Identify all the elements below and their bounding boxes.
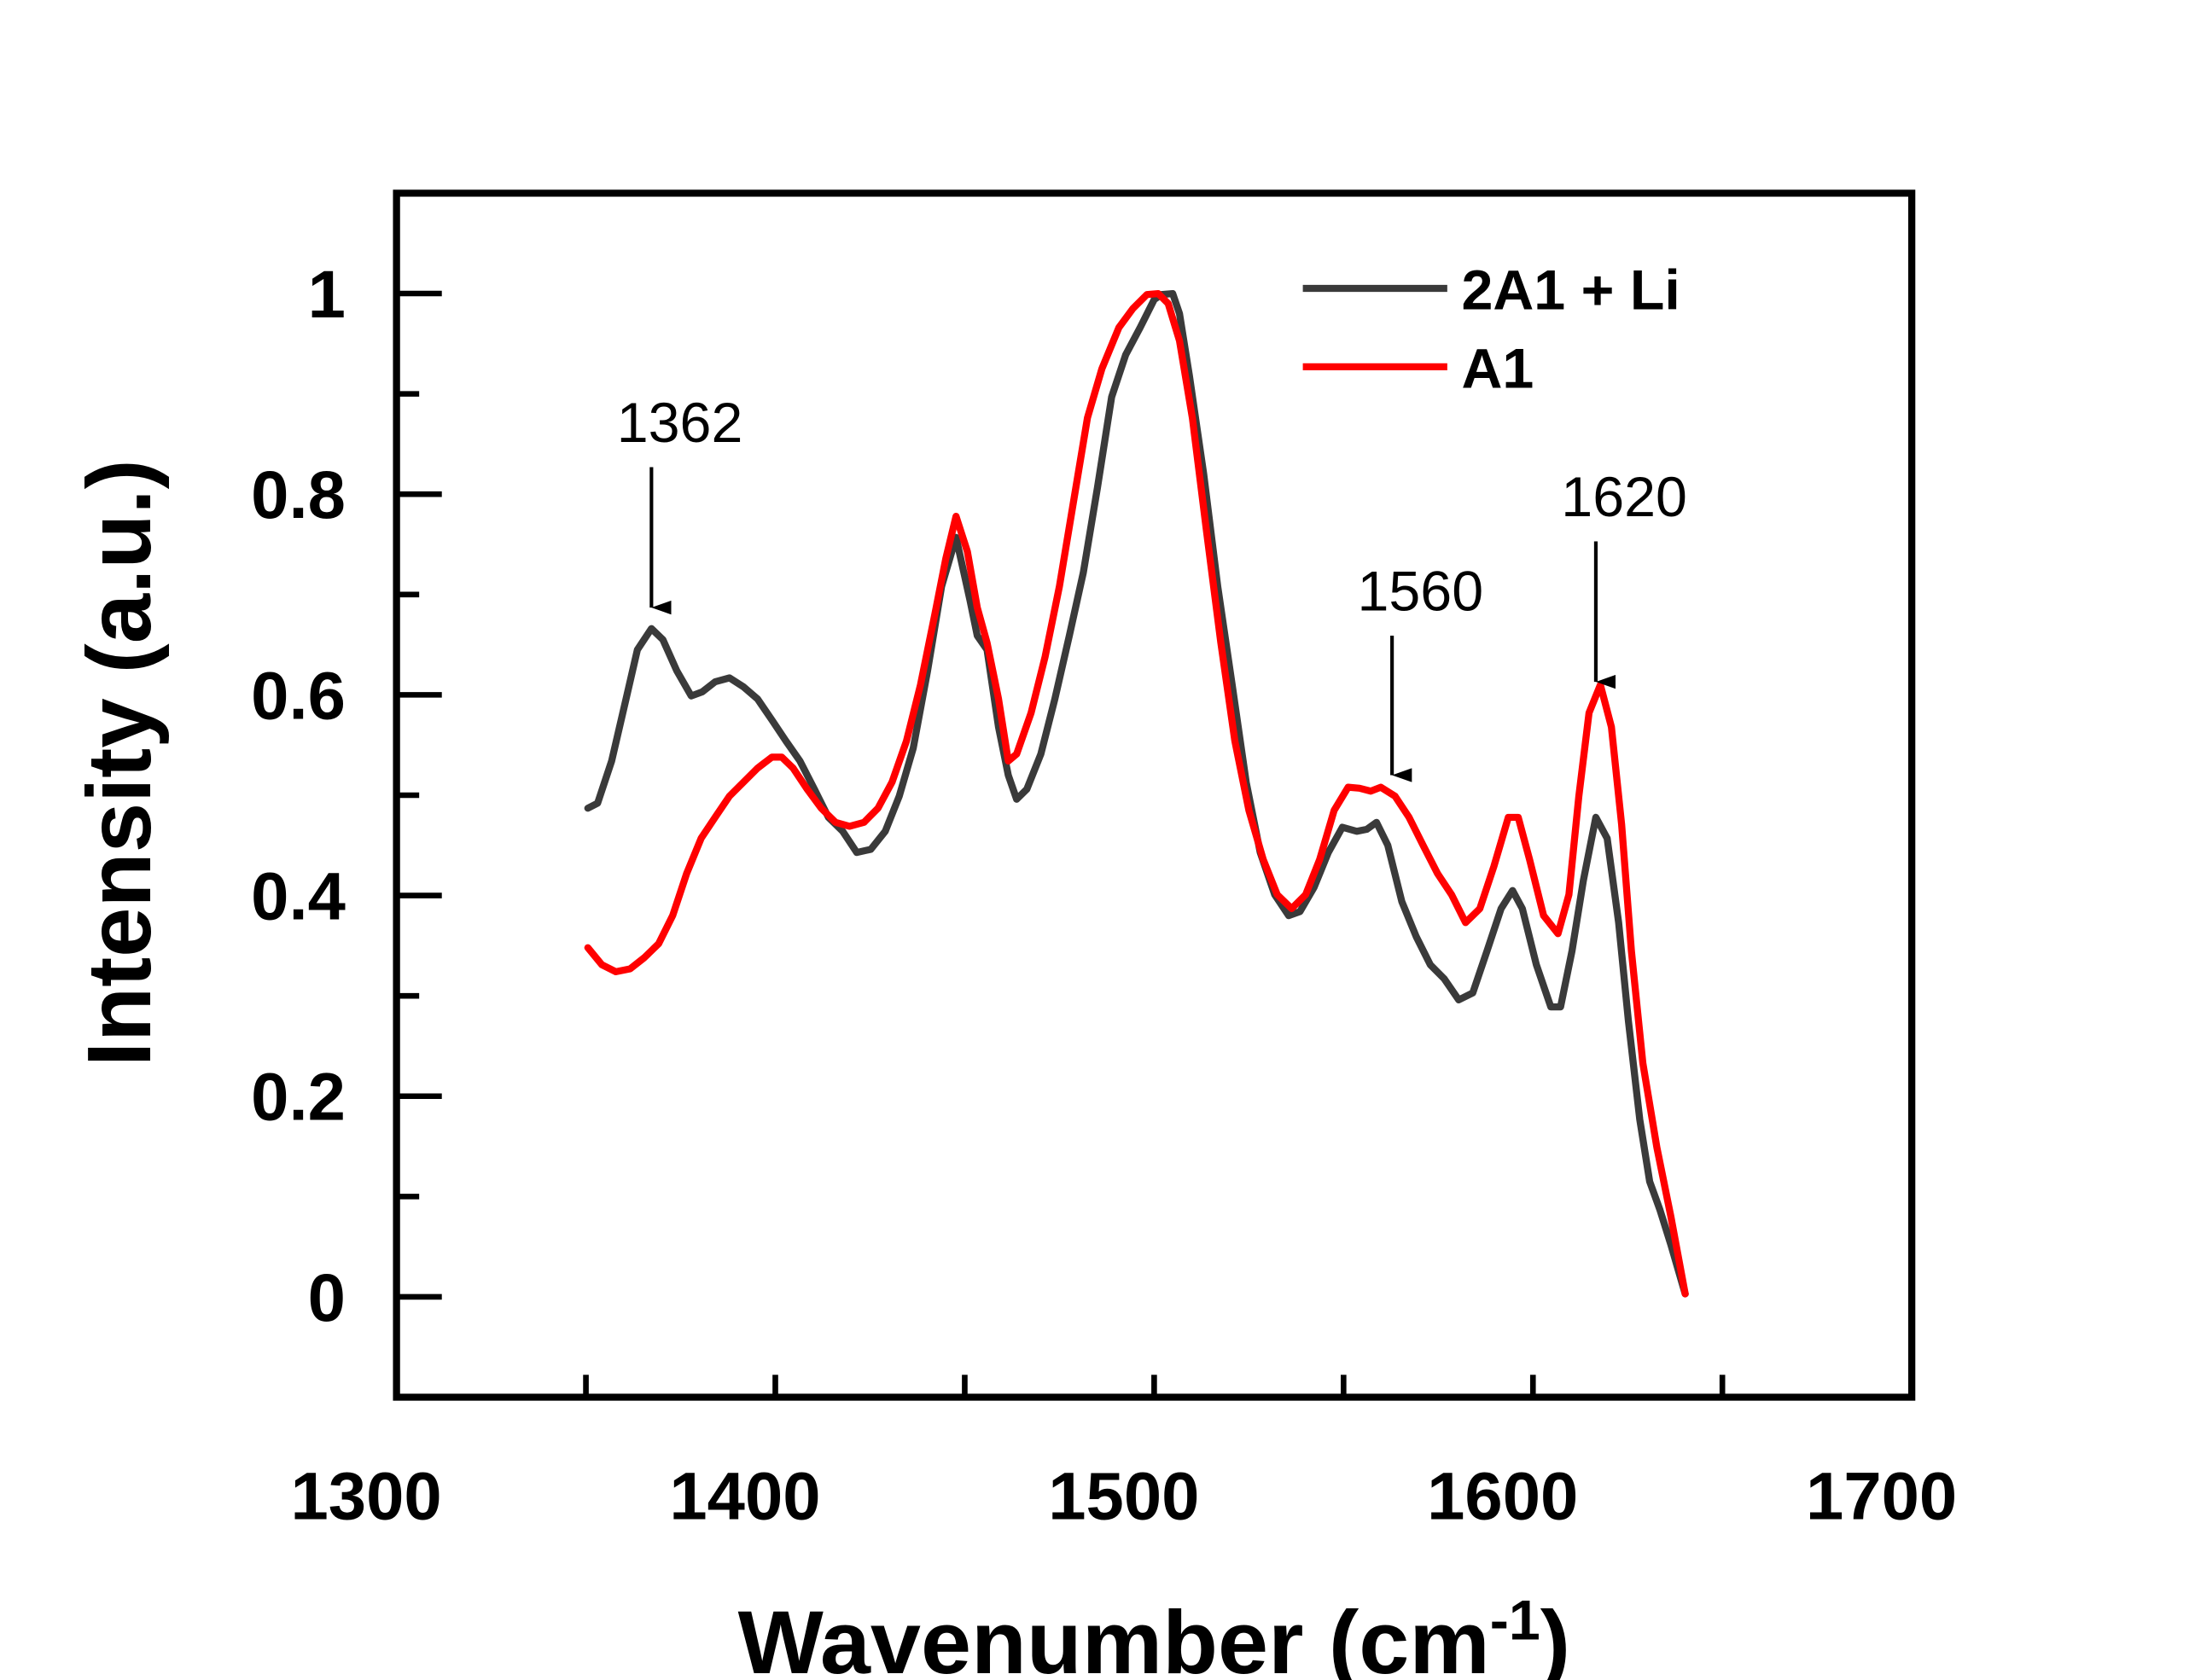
series-lines xyxy=(584,289,1689,1298)
series-line-a1 xyxy=(584,289,1689,1298)
y-tick-label: 0 xyxy=(308,1259,346,1334)
annotation-label: 1362 xyxy=(617,391,743,454)
legend-label-2a1-li: 2A1 + Li xyxy=(1461,259,1680,322)
legend: 2A1 + Li A1 xyxy=(1302,259,1680,400)
y-tick-label: 1 xyxy=(308,256,346,331)
axis-ticks: 0 0.2 0.4 0.6 0.8 1 1300 1400 1500 1600 1700 xyxy=(251,256,1957,1533)
y-axis-title: Intensity (a.u.) xyxy=(68,459,170,1067)
y-tick-label: 0.6 xyxy=(251,658,346,733)
plot-frame xyxy=(393,189,1916,1401)
x-axis-title: Wavenumber (cm-1) xyxy=(738,1589,1571,1680)
x-axis-title-main: Wavenumber (cm xyxy=(738,1592,1490,1680)
x-axis-title-end: ) xyxy=(1540,1592,1570,1680)
peak-annotations: 1362 1560 1620 xyxy=(617,391,1687,782)
x-tick-label: 1600 xyxy=(1427,1458,1578,1533)
series-line-2a1-li xyxy=(584,289,1689,1298)
x-tick-label: 1400 xyxy=(669,1458,820,1533)
y-tick-label: 0.2 xyxy=(251,1059,346,1134)
x-tick-label: 1300 xyxy=(291,1458,442,1533)
x-axis-title-superscript: -1 xyxy=(1490,1589,1540,1652)
annotation-label: 1620 xyxy=(1561,465,1687,528)
y-tick-label: 0.4 xyxy=(251,858,346,933)
x-tick-label: 1500 xyxy=(1048,1458,1199,1533)
legend-label-a1: A1 xyxy=(1461,337,1534,400)
x-tick-label: 1700 xyxy=(1806,1458,1957,1533)
annotation-label: 1560 xyxy=(1357,560,1483,623)
y-tick-label: 0.8 xyxy=(251,457,346,532)
